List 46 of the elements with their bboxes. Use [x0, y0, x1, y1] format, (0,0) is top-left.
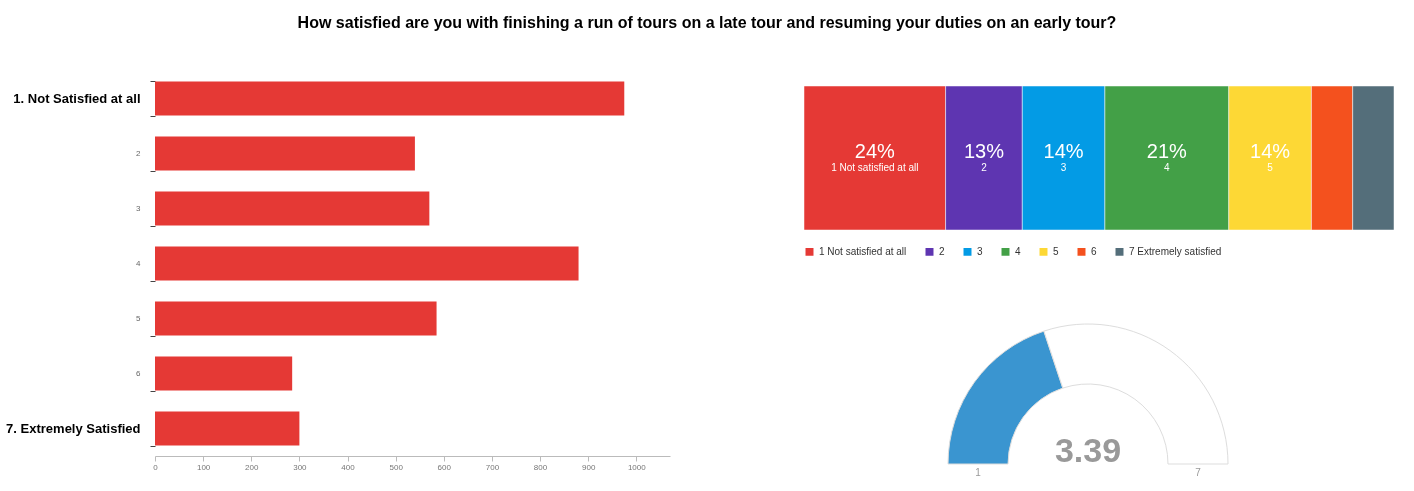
- y-tick-label: 2: [136, 149, 142, 158]
- legend-label: 5: [1053, 245, 1059, 257]
- x-tick-label: 400: [341, 462, 356, 472]
- legend-label: 3: [977, 245, 983, 257]
- legend-label: 6: [1091, 245, 1097, 257]
- data-label: 14%: [1043, 140, 1084, 162]
- x-tick-label: 100: [196, 462, 211, 472]
- legend-label: 1 Not satisfied at all: [819, 245, 907, 257]
- x-tick-label: 900: [582, 462, 596, 472]
- text: 1 Not satisfied at all: [831, 162, 919, 173]
- x-tick-label: 500: [389, 462, 404, 472]
- data-label: 21%: [1146, 140, 1188, 162]
- x-tick-label: 600: [437, 462, 452, 472]
- legend-label: 2: [939, 245, 945, 257]
- text: 1: [975, 467, 982, 478]
- text: How satisfied are you with finishing a run of tours on a late tour and resuming your duties on an early tour?: [296, 14, 1118, 32]
- data-label: 14%: [1250, 140, 1291, 162]
- text: 2: [981, 162, 987, 173]
- bar: [155, 191, 430, 226]
- x-tick-label: 700: [485, 462, 500, 472]
- text: 7: [1195, 467, 1202, 478]
- y-tick-label: 3: [136, 204, 142, 213]
- y-tick-label: 4: [136, 259, 142, 268]
- bar: [155, 356, 293, 391]
- y-tick-label: 5: [136, 314, 142, 323]
- y-tick-label: 6: [136, 369, 142, 378]
- bar: [155, 246, 579, 281]
- bar: [155, 301, 437, 336]
- y-tick-label: 7. Extremely Satisfied: [6, 421, 141, 436]
- x-tick-label: 300: [293, 462, 308, 472]
- x-tick-label: 800: [533, 462, 548, 472]
- x-tick-label: 1000: [627, 462, 647, 472]
- text: 3: [1060, 162, 1067, 173]
- legend-label: 4: [1015, 245, 1021, 257]
- data-label: 13%: [963, 140, 1005, 162]
- data-label: 24%: [854, 140, 896, 162]
- legend-label: 7 Extremely satisfied: [1129, 245, 1222, 257]
- x-tick-label: 200: [245, 462, 259, 472]
- y-tick-label: 1. Not Satisfied at all: [13, 91, 141, 106]
- x-tick-label: 0: [153, 462, 159, 472]
- text: 5: [1267, 162, 1273, 173]
- bar: [155, 136, 415, 171]
- bar: [155, 81, 625, 116]
- text: 3.39: [1054, 431, 1122, 469]
- bar: [155, 411, 300, 446]
- text: 4: [1164, 162, 1170, 173]
